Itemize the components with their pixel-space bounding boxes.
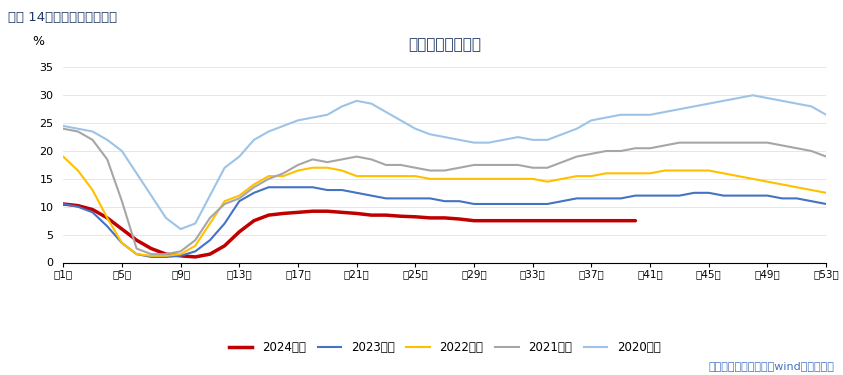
Line: 2020年度: 2020年度 [63, 95, 826, 229]
2022年度 [821, 190, 831, 195]
2021年度 [513, 163, 524, 167]
2024年度 [631, 219, 641, 223]
2024年度 [572, 219, 582, 223]
Text: %: % [33, 35, 45, 48]
2024年度 [469, 219, 479, 223]
2024年度 [557, 219, 567, 223]
2022年度 [748, 177, 758, 181]
2021年度 [557, 160, 567, 164]
2024年度 [264, 213, 274, 217]
2022年度 [278, 174, 288, 178]
Legend: 2024年度, 2023年度, 2022年度, 2021年度, 2020年度: 2024年度, 2023年度, 2022年度, 2021年度, 2020年度 [224, 336, 665, 359]
2024年度 [58, 202, 68, 206]
Line: 2023年度: 2023年度 [63, 187, 826, 257]
2024年度 [132, 238, 142, 243]
2021年度 [146, 252, 156, 257]
2023年度 [572, 196, 582, 201]
2024年度 [395, 214, 405, 219]
2020年度 [821, 112, 831, 117]
2024年度 [498, 219, 508, 223]
2021年度 [748, 140, 758, 145]
2022年度 [146, 254, 156, 258]
2023年度 [146, 255, 156, 259]
Title: 混凝土产能利用率: 混凝土产能利用率 [408, 37, 481, 52]
2024年度 [175, 254, 185, 258]
2020年度 [660, 110, 670, 114]
2024年度 [366, 213, 376, 217]
2020年度 [528, 138, 538, 142]
2020年度 [557, 132, 567, 136]
2021年度 [278, 171, 288, 176]
2020年度 [175, 227, 185, 231]
2024年度 [72, 203, 83, 208]
2023年度 [528, 202, 538, 206]
2024年度 [322, 209, 332, 213]
2021年度 [58, 126, 68, 131]
Line: 2024年度: 2024年度 [63, 204, 636, 257]
2023年度 [821, 202, 831, 206]
2024年度 [234, 230, 244, 234]
2024年度 [528, 219, 538, 223]
2022年度 [528, 177, 538, 181]
2024年度 [615, 219, 626, 223]
Text: 数据来源：钔联数据、wind、国元期货: 数据来源：钔联数据、wind、国元期货 [709, 361, 835, 371]
2024年度 [102, 216, 112, 220]
2021年度 [660, 143, 670, 148]
2024年度 [587, 219, 597, 223]
2024年度 [352, 211, 362, 216]
2021年度 [528, 165, 538, 170]
2024年度 [146, 246, 156, 251]
2021年度 [821, 154, 831, 159]
2024年度 [513, 219, 524, 223]
Line: 2021年度: 2021年度 [63, 129, 826, 254]
2023年度 [264, 185, 274, 189]
2024年度 [337, 210, 347, 214]
2024年度 [88, 207, 98, 212]
2023年度 [293, 185, 303, 189]
2024年度 [454, 217, 464, 221]
2024年度 [381, 213, 391, 217]
2020年度 [513, 135, 524, 140]
2024年度 [411, 214, 421, 219]
2022年度 [660, 168, 670, 173]
2024年度 [249, 219, 259, 223]
2022年度 [513, 177, 524, 181]
2024年度 [278, 211, 288, 216]
2024年度 [161, 252, 171, 257]
2024年度 [440, 216, 450, 220]
2020年度 [748, 93, 758, 98]
2024年度 [542, 219, 552, 223]
2024年度 [601, 219, 611, 223]
2024年度 [205, 252, 215, 257]
2023年度 [542, 202, 552, 206]
2022年度 [58, 154, 68, 159]
2020年度 [572, 126, 582, 131]
2024年度 [219, 243, 229, 248]
2020年度 [58, 124, 68, 128]
2022年度 [557, 177, 567, 181]
2024年度 [425, 216, 435, 220]
Line: 2022年度: 2022年度 [63, 157, 826, 256]
Text: 图表 14：混凝土产能利用率: 图表 14：混凝土产能利用率 [8, 11, 117, 24]
2024年度 [117, 227, 127, 231]
2024年度 [293, 210, 303, 214]
2024年度 [484, 219, 494, 223]
2023年度 [58, 202, 68, 206]
2020年度 [278, 124, 288, 128]
2023年度 [587, 196, 597, 201]
2023年度 [674, 194, 685, 198]
2024年度 [308, 209, 318, 213]
2024年度 [191, 255, 201, 259]
